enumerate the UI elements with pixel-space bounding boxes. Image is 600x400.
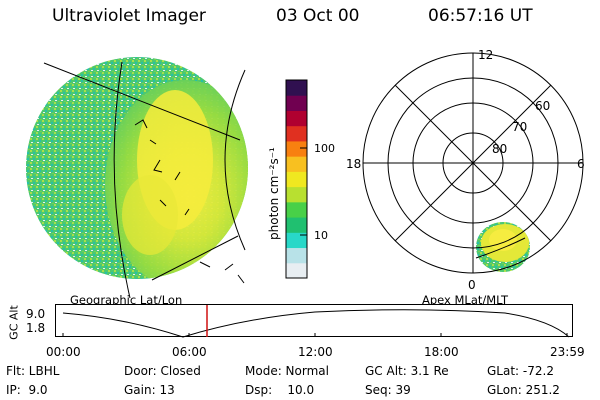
- door-info: Door: Closed: [124, 364, 201, 378]
- time-label: 06:57:16 UT: [428, 6, 533, 26]
- polar-label-70: 70: [512, 120, 527, 134]
- seq-info: Seq: 39: [365, 383, 411, 397]
- polar-label-80: 80: [492, 142, 507, 156]
- altitude-plot: [55, 304, 573, 338]
- date-label: 03 Oct 00: [276, 6, 360, 26]
- colorbar-band: [286, 262, 307, 279]
- altitude-axis-label: GC Alt: [7, 305, 21, 340]
- colorbar-band: [286, 247, 307, 264]
- glat-info: GLat: -72.2: [487, 364, 554, 378]
- gc-alt-info: GC Alt: 3.1 Re: [365, 364, 449, 378]
- colorbar: 100 10 photon cm⁻²s⁻¹: [267, 79, 335, 279]
- altitude-curve: [62, 309, 570, 338]
- altitude-y-bottom: 1.8: [26, 321, 46, 335]
- colorbar-band: [286, 110, 307, 127]
- colorbar-band: [286, 156, 307, 172]
- altitude-y-top: 9.0: [26, 307, 46, 321]
- dsp-info: Dsp: 10.0: [245, 383, 315, 397]
- x-tick-0600: 06:00: [172, 345, 207, 359]
- polar-label-0: 0: [468, 278, 476, 292]
- x-tick-2359: 23:59: [550, 345, 585, 359]
- polar-label-12: 12: [478, 48, 493, 62]
- colorbar-band: [286, 95, 307, 111]
- geo-grid: [43, 61, 246, 299]
- polar-label-60: 60: [535, 99, 550, 113]
- polar-auroral-oval: [476, 222, 530, 272]
- filter-info: Flt: LBHL: [6, 364, 60, 378]
- apex-caption: Apex MLat/MLT: [422, 293, 509, 307]
- colorbar-tick-100: 100: [314, 142, 335, 155]
- colorbar-band: [286, 217, 307, 233]
- auroral-image: [26, 57, 248, 279]
- mode-info: Mode: Normal: [245, 364, 329, 378]
- polar-label-6: 6: [577, 157, 585, 171]
- colorbar-label: photon cm⁻²s⁻¹: [267, 147, 281, 240]
- x-tick-1800: 18:00: [424, 345, 459, 359]
- colorbar-band: [286, 140, 307, 157]
- x-tick-0000: 00:00: [46, 345, 81, 359]
- x-tick-1200: 12:00: [298, 345, 333, 359]
- colorbar-band: [286, 232, 307, 249]
- ip-info: IP: 9.0: [6, 383, 48, 397]
- polar-plot: 12 18 6 0 60 70 80: [346, 48, 585, 292]
- app-title: Ultraviolet Imager: [52, 6, 206, 26]
- colorbar-band: [286, 201, 307, 218]
- polar-label-18: 18: [346, 157, 361, 171]
- colorbar-tick-10: 10: [314, 229, 328, 242]
- geographic-caption: Geographic Lat/Lon: [70, 293, 183, 307]
- gain-info: Gain: 13: [124, 383, 175, 397]
- colorbar-band: [286, 125, 307, 142]
- glon-info: GLon: 251.2: [487, 383, 560, 397]
- colorbar-band: [286, 171, 307, 188]
- colorbar-band: [286, 186, 307, 203]
- image-panel: 100 10 photon cm⁻²s⁻¹ 12 18 6 0 60 70 80: [26, 48, 585, 299]
- colorbar-band: [286, 80, 307, 96]
